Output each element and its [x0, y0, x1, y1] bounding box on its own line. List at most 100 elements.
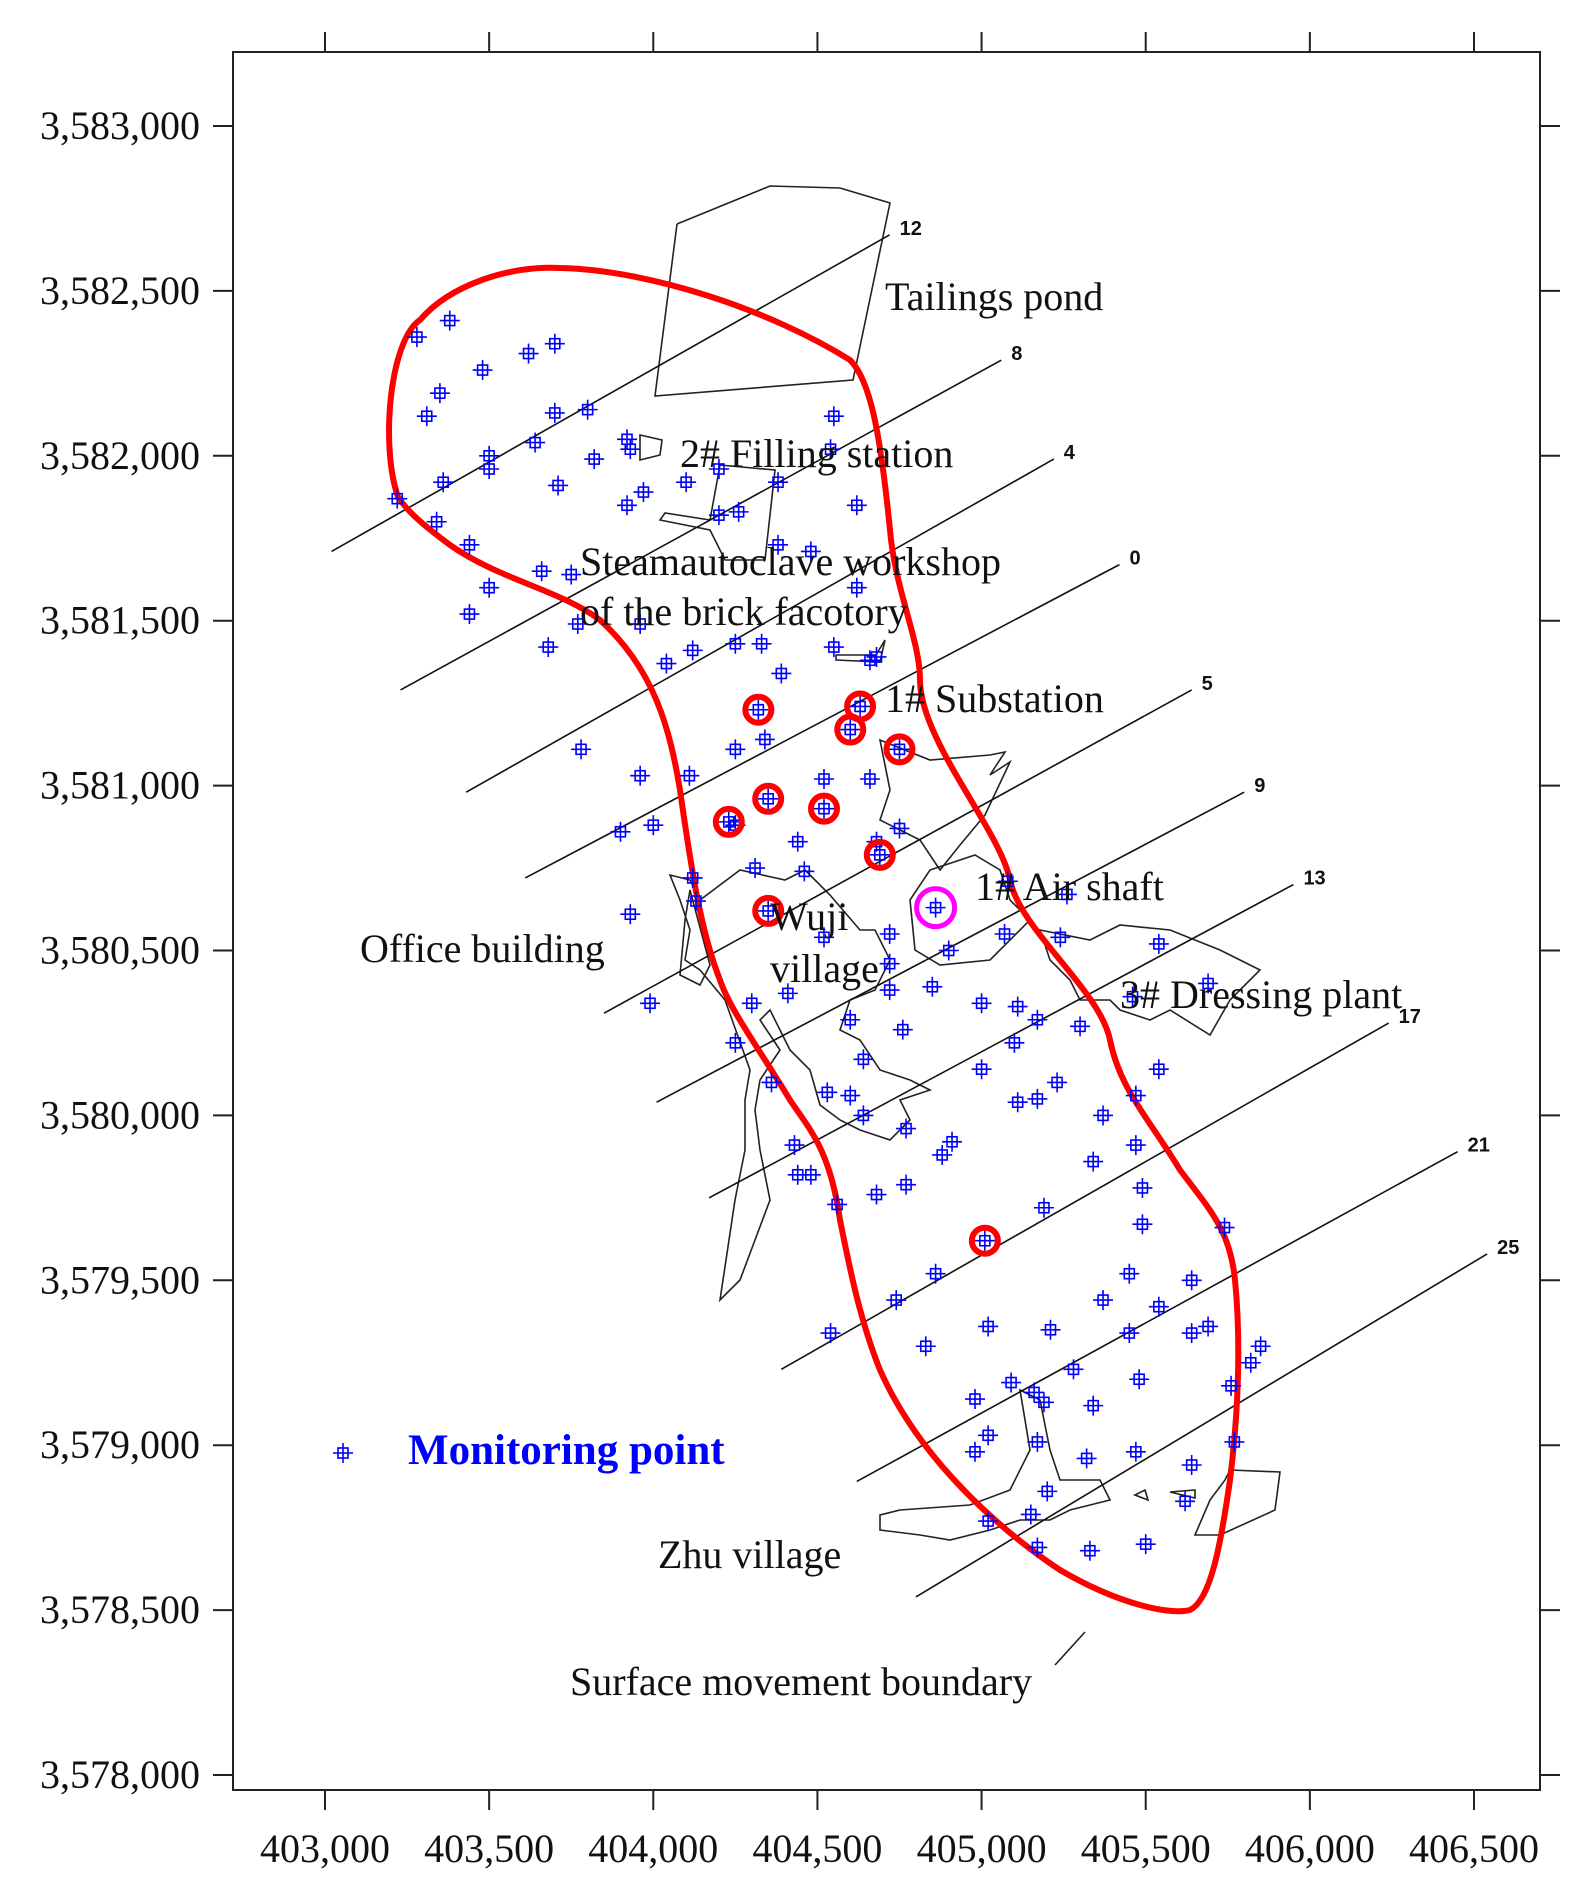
x-tick-label: 403,000 [260, 1826, 390, 1871]
monitoring-point [1093, 1290, 1114, 1311]
air-shaft-outline [909, 854, 1032, 966]
y-tick-label: 3,581,500 [40, 598, 200, 643]
survey-line-label: 0 [1129, 548, 1140, 570]
monitoring-point [1122, 986, 1143, 1007]
tailings-pond-outline [654, 185, 891, 397]
monitoring-point [1224, 1431, 1245, 1452]
monitoring-point [840, 1085, 861, 1106]
y-tick-label: 3,578,000 [40, 1752, 200, 1797]
x-tick-label: 406,500 [1409, 1826, 1539, 1871]
monitoring-point [725, 633, 746, 654]
monitoring-point [567, 613, 588, 634]
monitoring-point [406, 327, 427, 348]
monitoring-point [994, 924, 1015, 945]
survey-line [465, 458, 1055, 793]
monitoring-point [1007, 1092, 1028, 1113]
monitoring-point [1093, 1105, 1114, 1126]
monitoring-point [777, 983, 798, 1004]
survey-line [331, 234, 891, 553]
monitoring-point [813, 769, 834, 790]
monitoring-point [741, 993, 762, 1014]
y-axis: 3,583,000 3,582,500 3,582,000 3,581,500 3,58… [40, 103, 1560, 1797]
monitoring-point [1083, 1395, 1104, 1416]
monitoring-point [426, 511, 447, 532]
monitoring-point [1198, 1316, 1219, 1337]
monitoring-point [1119, 1323, 1140, 1344]
survey-line-label: 9 [1254, 775, 1265, 797]
monitoring-point [1079, 1540, 1100, 1561]
monitoring-point [978, 1511, 999, 1532]
survey-line [400, 359, 1002, 691]
monitoring-point [479, 458, 500, 479]
legend-label: Monitoring point [408, 1427, 725, 1474]
monitoring-point [544, 402, 565, 423]
survey-line-label: 25 [1497, 1237, 1519, 1259]
y-tick-label: 3,580,000 [40, 1092, 200, 1137]
monitoring-point [640, 993, 661, 1014]
monitoring-point [859, 769, 880, 790]
monitoring-point [1119, 1263, 1140, 1284]
highlighted-monitoring-point [742, 693, 775, 726]
monitoring-point [459, 534, 480, 555]
highlighted-monitoring-point [752, 894, 785, 927]
monitoring-point [610, 821, 631, 842]
survey-line [656, 791, 1245, 1103]
monitoring-point [823, 406, 844, 427]
survey-line [524, 563, 1120, 879]
monitoring-point [1240, 1352, 1261, 1373]
monitoring-point [1148, 1059, 1169, 1080]
y-tick-label: 3,582,500 [40, 268, 200, 313]
survey-line-label: 13 [1303, 868, 1325, 890]
monitoring-point [725, 739, 746, 760]
monitoring-point [1125, 1441, 1146, 1462]
label-wuji-village-1: Wuji [770, 894, 848, 939]
x-axis: 403,000 403,500 404,000 404,500 405,000 405,5… [260, 32, 1539, 1871]
monitoring-point [800, 1164, 821, 1185]
highlighted-monitoring-point [752, 782, 785, 815]
survey-line [856, 1150, 1458, 1483]
monitoring-point [459, 604, 480, 625]
monitoring-point [925, 1263, 946, 1284]
steam-workshop-outline [658, 464, 776, 561]
substation-outline [835, 639, 886, 663]
label-steam-workshop-2: of the brick facotory [580, 589, 908, 634]
monitoring-point [725, 1032, 746, 1053]
monitoring-point [938, 940, 959, 961]
monitoring-points [387, 310, 1271, 1561]
monitoring-point [718, 811, 739, 832]
monitoring-point [1175, 1491, 1196, 1512]
monitoring-point [869, 844, 890, 865]
label-steam-workshop-1: Steamautoclave workshop [580, 539, 1001, 584]
monitoring-point [768, 534, 789, 555]
monitoring-point [922, 976, 943, 997]
zhu-village-outline [879, 1388, 1112, 1541]
ground-features [639, 185, 1281, 1541]
zhu-village-outline-4 [1169, 1489, 1196, 1500]
monitoring-point [1027, 1431, 1048, 1452]
monitoring-point [892, 1019, 913, 1040]
label-air-shaft: 1# Air shaft [975, 864, 1164, 909]
y-tick-label: 3,578,500 [40, 1587, 200, 1632]
monitoring-point [571, 739, 592, 760]
y-tick-label: 3,579,500 [40, 1257, 200, 1302]
monitoring-point [1250, 1336, 1271, 1357]
monitoring-point [768, 472, 789, 493]
monitoring-point [643, 815, 664, 836]
legend: Monitoring point [333, 1427, 725, 1474]
survey-lines: 12 8 4 0 5 9 13 17 21 25 [331, 218, 1519, 1598]
boundary-label-leader [1054, 1631, 1086, 1666]
monitoring-point [708, 458, 729, 479]
monitoring-point [1070, 1016, 1091, 1037]
highlighted-monitoring-point [968, 1224, 1001, 1257]
monitoring-point [1027, 1088, 1048, 1109]
monitoring-point [1056, 884, 1077, 905]
survey-line-label: 17 [1399, 1006, 1421, 1028]
monitoring-point [925, 897, 946, 918]
highlighted-monitoring-point [834, 713, 867, 746]
monitoring-point [1020, 1504, 1041, 1525]
monitoring-point [1037, 1481, 1058, 1502]
monitoring-point [387, 488, 408, 509]
monitoring-point [800, 541, 821, 562]
monitoring-point [1198, 973, 1219, 994]
air-shaft-point [914, 886, 958, 930]
